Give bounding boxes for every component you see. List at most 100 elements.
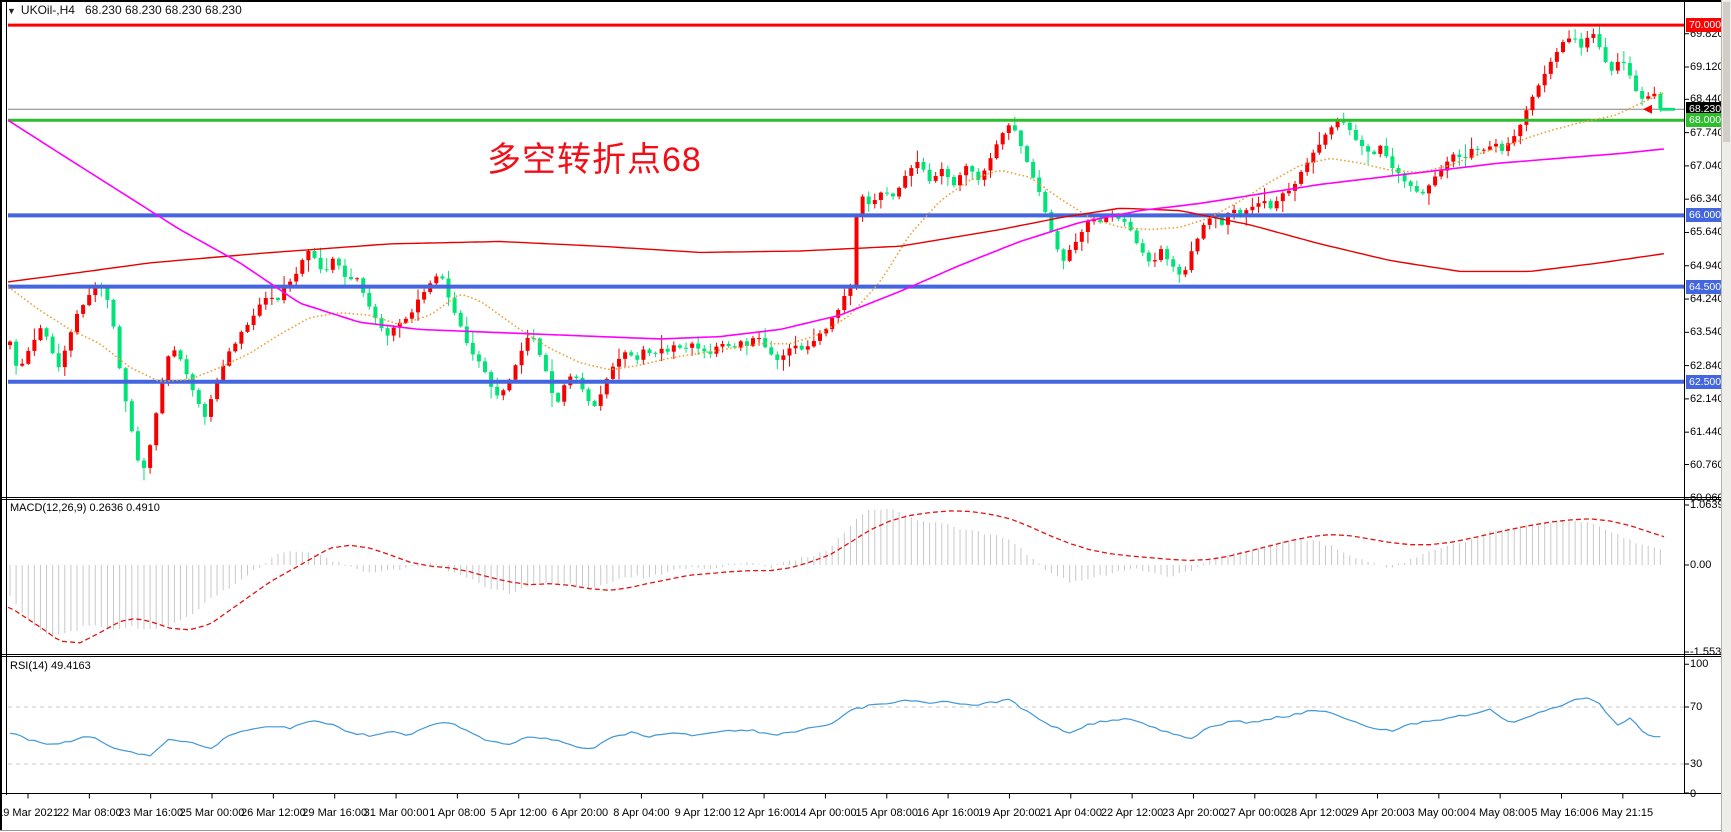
candle-body [574,376,579,378]
candle-body [1463,157,1468,158]
candle-body [781,355,786,360]
candle-body [872,200,877,205]
candle-body [476,354,481,362]
candle-body [483,361,487,373]
candle-body [878,192,883,200]
candle-body [1159,249,1163,260]
candle-body [830,317,835,330]
scrollbar-thumb[interactable] [1723,2,1730,142]
candle-body [1518,124,1523,137]
candle-body [714,346,719,354]
candle-body [641,349,646,360]
candle-body [945,169,950,177]
candle-body [166,356,171,382]
candle-body [525,338,530,351]
candle-body [81,305,86,314]
candle-body [507,379,512,391]
candle-body [111,299,116,327]
candle-body [1634,75,1638,91]
candle-body [1561,42,1565,52]
candle-body [178,350,183,360]
candle-body [38,328,43,340]
candle-body [1573,38,1578,40]
candle-body [824,329,829,334]
candle-body [1031,161,1036,178]
candle-body [282,287,287,301]
candle-body [1055,231,1060,250]
candle-body [1396,168,1401,174]
candle-body [373,306,378,318]
candle-body [1341,121,1346,123]
chart-annotation-text[interactable]: 多空转折点68 [487,141,702,179]
candle-body [470,342,475,355]
candle-body [1597,34,1602,48]
candle-body [1487,146,1492,150]
candle-body [160,381,165,414]
candle-body [787,348,792,356]
candle-body [1256,203,1261,207]
candle-body [556,393,561,402]
candle-body [1152,260,1157,262]
candle-body [866,196,871,205]
candle-body [1548,61,1553,74]
candle-body [586,389,591,401]
candle-body [744,341,749,346]
candle-body [434,276,439,284]
candle-body [1347,122,1352,130]
candle-body [1134,230,1139,244]
candle-body [440,276,445,279]
ma-slow-magenta-line [7,119,1665,340]
candle-body [1104,217,1109,223]
candle-body [1079,232,1084,242]
rsi-line [9,697,1661,757]
candle-body [1457,154,1462,157]
candle-body [1000,133,1005,145]
symbol-dropdown-icon[interactable]: ▼ [7,6,16,16]
candle-body [1189,251,1194,271]
candle-body [1652,93,1657,97]
candle-body [592,401,597,406]
candle-body [1329,127,1334,135]
candle-body [1250,206,1255,211]
candle-body [1280,193,1285,202]
window-top-border [0,0,1731,2]
candle-body [1366,146,1371,152]
vertical-scrollbar[interactable] [1721,0,1731,832]
candle-body [184,359,189,375]
candle-body [860,196,865,218]
candle-body [135,431,140,461]
candle-body [1067,249,1072,261]
candle-body [1524,110,1529,125]
macd-signal-line [7,510,1665,644]
candle-body [367,292,372,307]
candle-body [501,390,506,396]
candle-body [196,390,201,404]
candle-body [1390,156,1395,168]
last-price-arrow-icon [1643,104,1652,114]
candle-body [751,338,755,346]
candle-body [958,175,962,186]
candle-body [355,278,360,280]
candle-body [811,341,816,347]
candle-body [1262,201,1267,204]
candle-body [32,339,37,351]
candle-body [1238,209,1243,216]
candle-body [1372,151,1377,154]
candle-body [1408,181,1413,186]
candle-body [531,338,536,339]
candle-body [239,331,244,344]
candle-body [1433,176,1438,186]
candle-body [154,413,159,446]
candle-body [647,349,652,353]
candle-body [1122,218,1127,222]
candle-body [276,297,280,300]
candle-body [684,347,688,349]
candle-body [665,348,670,352]
candle-body [1219,217,1224,225]
candle-body [964,166,969,176]
candle-body [269,297,274,299]
candle-body [1299,171,1304,184]
candle-body [209,399,213,417]
candle-body [1274,201,1279,209]
